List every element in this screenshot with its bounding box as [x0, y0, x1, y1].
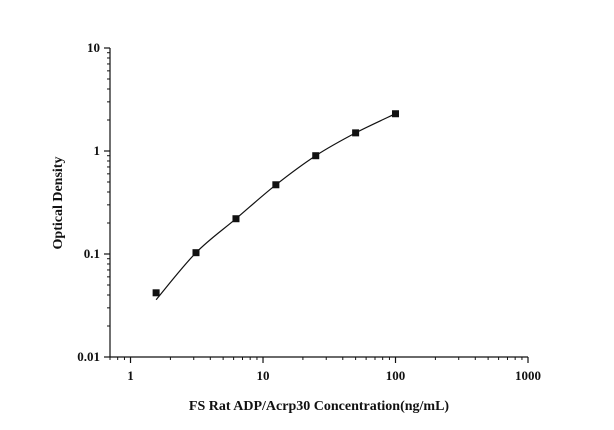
- data-point-marker: [312, 152, 320, 160]
- y-tick-label: 0.1: [84, 246, 100, 261]
- y-tick-label: 1: [94, 143, 101, 158]
- y-tick-label: 10: [87, 40, 100, 55]
- data-point-marker: [152, 289, 160, 297]
- x-tick-label: 10: [257, 368, 270, 383]
- fitted-curve: [155, 113, 396, 301]
- data-point-marker: [272, 181, 280, 189]
- data-point-marker: [232, 215, 240, 223]
- data-point-marker: [392, 110, 400, 118]
- y-axis-ticks: 0.01 0.1 1 10: [77, 40, 110, 364]
- data-point-marker: [192, 249, 200, 257]
- data-points: [152, 110, 400, 297]
- x-tick-label: 100: [386, 368, 406, 383]
- plot-frame: [109, 48, 528, 358]
- x-axis-ticks: 1 10 100 1000: [109, 357, 541, 383]
- y-tick-label: 0.01: [77, 349, 100, 364]
- x-tick-label: 1000: [515, 368, 541, 383]
- data-point-marker: [352, 129, 360, 137]
- x-tick-label: 1: [127, 368, 134, 383]
- x-axis-title: FS Rat ADP/Acrp30 Concentration(ng/mL): [189, 399, 449, 414]
- y-axis-title: Optical Density: [51, 157, 66, 250]
